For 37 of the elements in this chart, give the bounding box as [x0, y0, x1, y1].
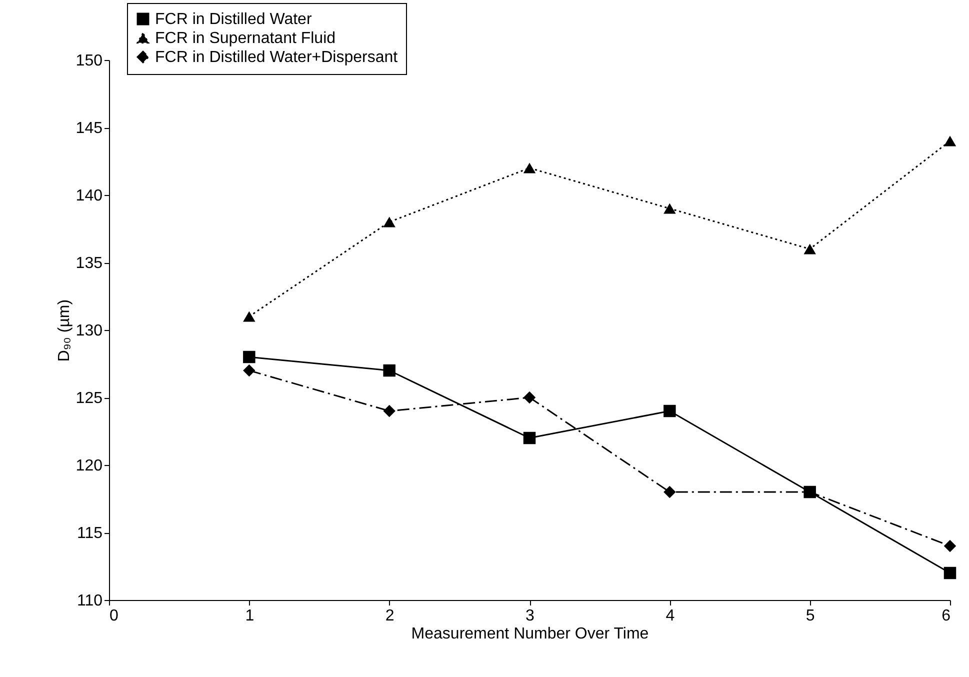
point	[383, 216, 396, 228]
point	[383, 404, 396, 418]
y-tick-label: 150	[76, 52, 103, 70]
x-tick-label: 1	[245, 608, 254, 624]
x-tick-label: 4	[666, 608, 675, 624]
y-tick-label: 130	[76, 322, 103, 340]
point	[664, 404, 676, 418]
y-tick-label: 135	[76, 255, 103, 272]
y-tick-label: 120	[76, 458, 103, 474]
point	[243, 311, 256, 322]
y-axis-title: D₉₀ (µm)	[56, 299, 73, 362]
y-tick-label: 110	[76, 592, 103, 610]
y-tick-label: 140	[76, 188, 103, 204]
x-tick-label: 2	[385, 608, 394, 624]
y-tick-label: 125	[76, 390, 103, 407]
legend-label: FCR in Supernatant Fluid	[155, 30, 336, 47]
point	[664, 486, 676, 498]
y-tick-label: 115	[76, 525, 103, 542]
y-tick-label: 145	[76, 120, 103, 137]
x-tick-label: 6	[942, 608, 951, 624]
point	[944, 136, 956, 146]
point	[804, 244, 816, 254]
point	[944, 566, 956, 580]
point	[243, 350, 256, 364]
point	[523, 432, 536, 444]
point	[383, 364, 396, 377]
x-tick-label: 0	[110, 608, 118, 624]
x-tick-label: 3	[526, 608, 535, 624]
x-axis-title: Measurement Number Over Time	[411, 626, 649, 642]
point	[523, 391, 536, 404]
point	[944, 540, 956, 552]
legend-label: FCR in Distilled Water+Dispersant	[155, 49, 398, 66]
x-tick-label: 5	[806, 608, 815, 624]
legend-label: FCR in Distilled Water	[155, 11, 312, 28]
point	[664, 203, 676, 214]
point	[243, 364, 256, 377]
point	[523, 162, 536, 174]
